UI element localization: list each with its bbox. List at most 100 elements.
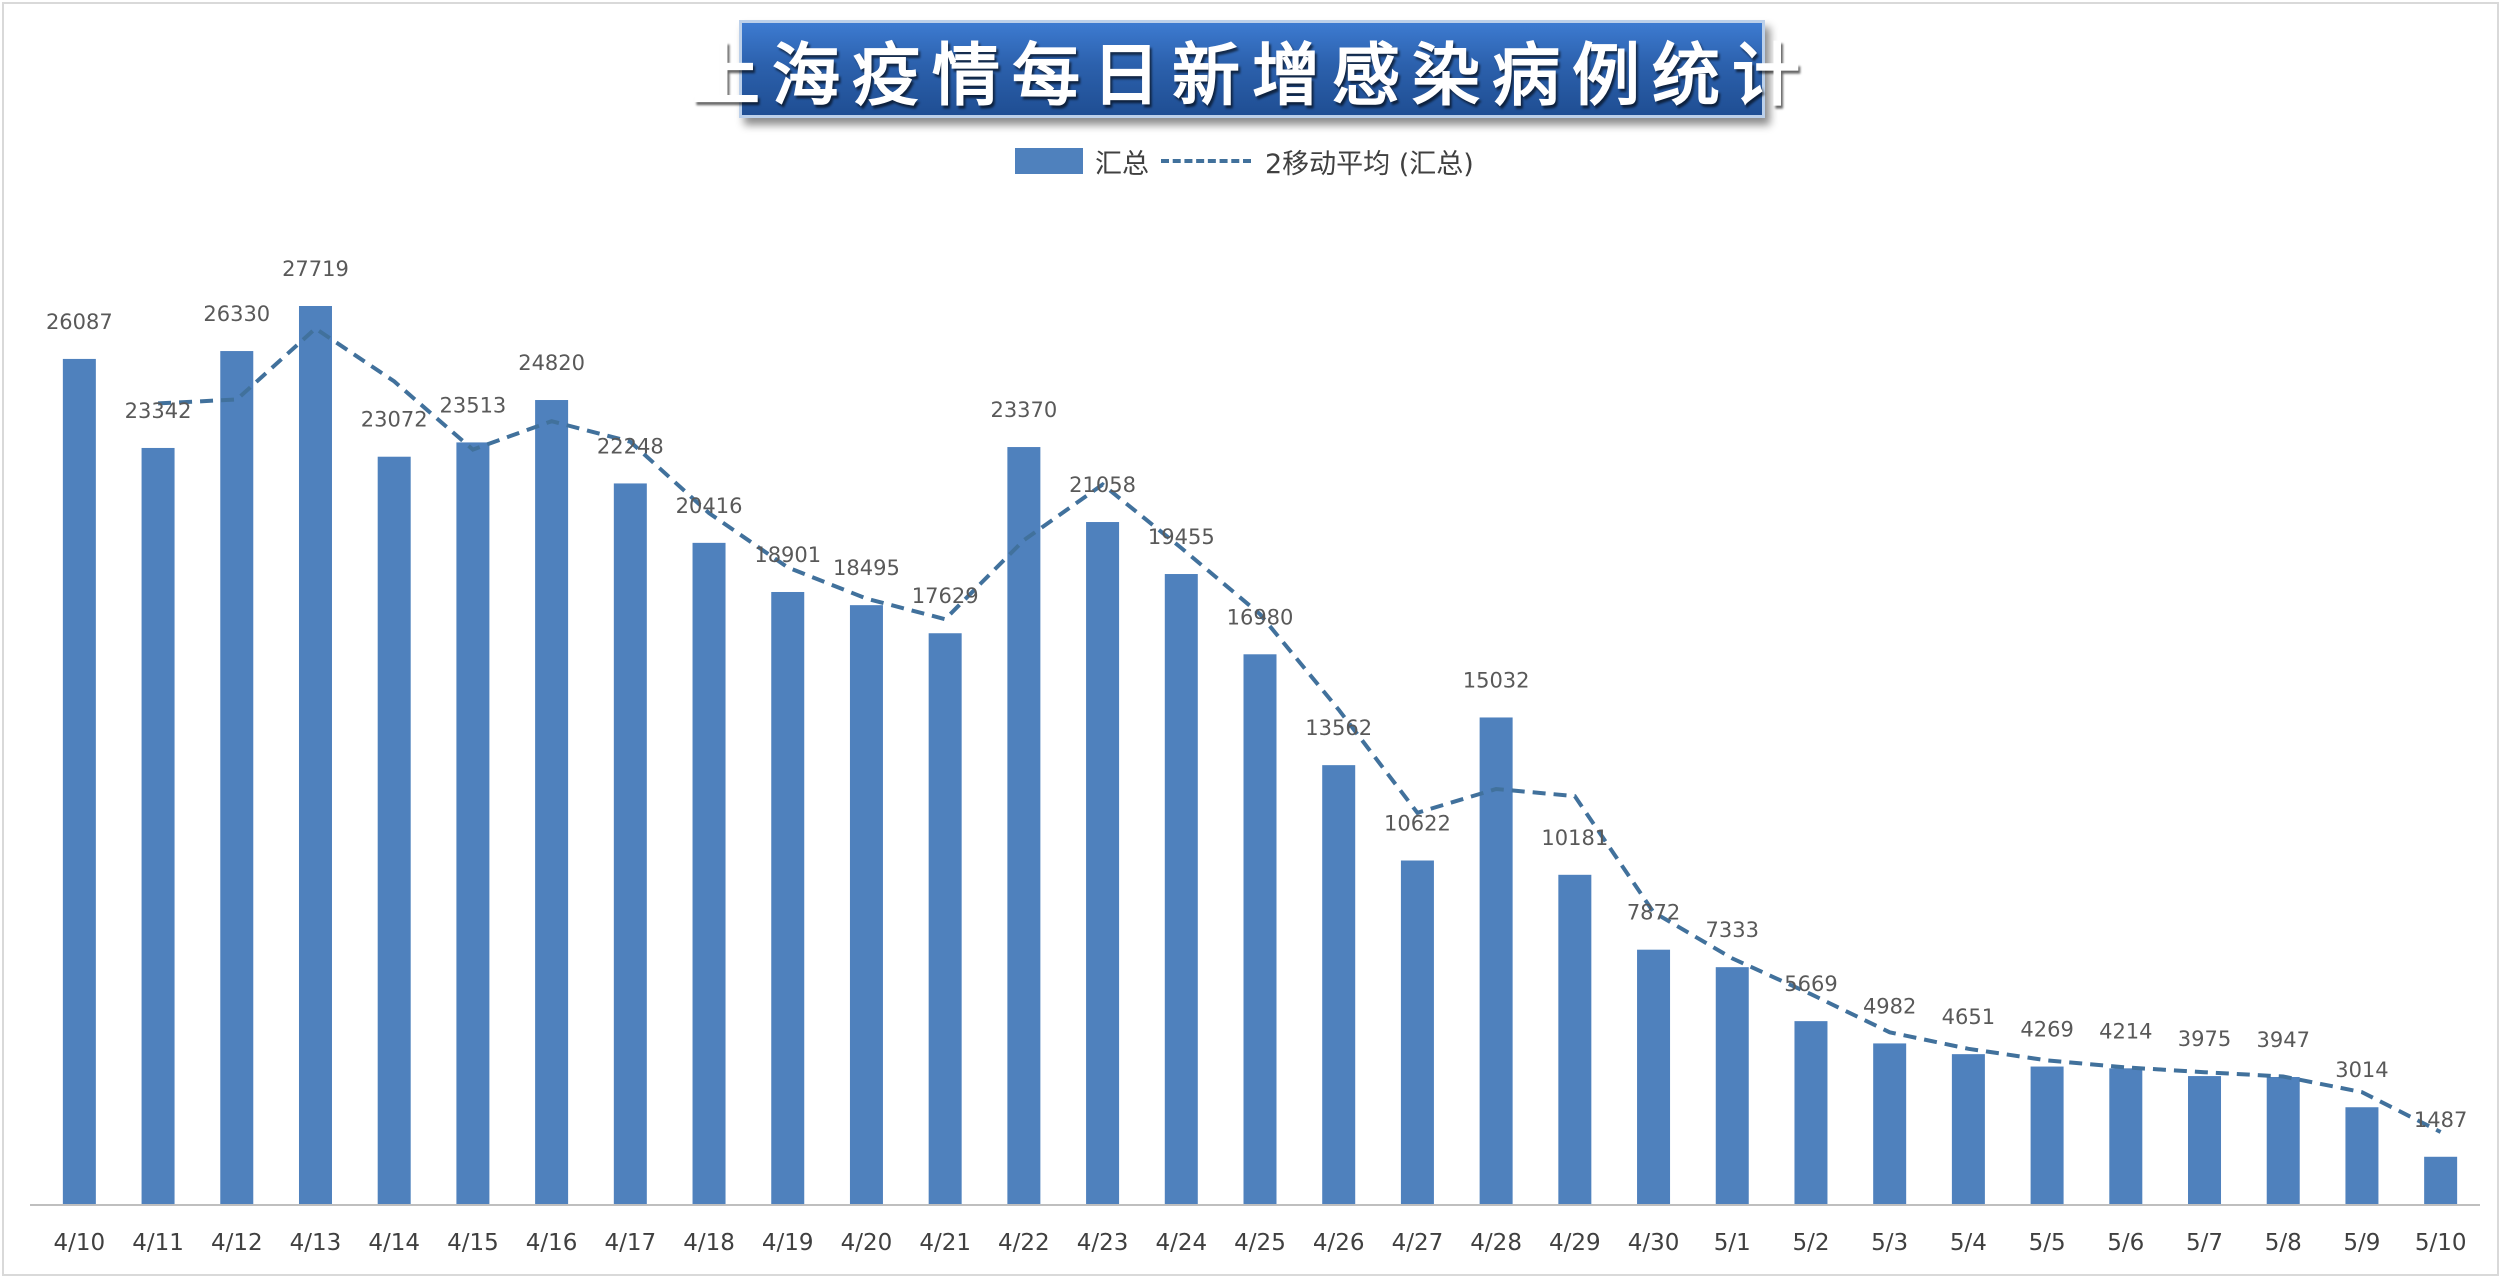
data-label-4/23: 21058 (1069, 473, 1136, 497)
bar-4/26 (1322, 765, 1356, 1205)
data-label-5/9: 3014 (2335, 1058, 2388, 1082)
data-label-4/27: 10622 (1384, 812, 1451, 836)
x-tick-5/5: 5/5 (2029, 1230, 2066, 1256)
x-tick-5/6: 5/6 (2107, 1230, 2144, 1256)
bar-4/22 (1007, 447, 1041, 1205)
data-label-4/20: 18495 (833, 556, 900, 580)
data-label-4/30: 7872 (1627, 901, 1680, 925)
x-tick-4/26: 4/26 (1313, 1230, 1365, 1256)
x-tick-5/2: 5/2 (1792, 1230, 1829, 1256)
bar-5/6 (2109, 1068, 2143, 1205)
x-tick-4/10: 4/10 (54, 1230, 106, 1256)
bar-4/17 (613, 483, 647, 1205)
data-label-5/2: 5669 (1784, 972, 1837, 996)
data-label-4/13: 27719 (282, 257, 349, 281)
bar-5/3 (1873, 1043, 1907, 1205)
bar-5/10 (2424, 1156, 2458, 1205)
x-tick-5/10: 5/10 (2415, 1230, 2467, 1256)
data-label-4/14: 23072 (361, 408, 428, 432)
x-tick-4/11: 4/11 (132, 1230, 184, 1256)
data-label-4/15: 23513 (439, 393, 506, 417)
data-label-4/28: 15032 (1463, 668, 1530, 692)
x-tick-4/22: 4/22 (998, 1230, 1050, 1256)
data-label-5/10: 1487 (2414, 1108, 2467, 1132)
bar-4/14 (377, 456, 411, 1205)
legend-bar-swatch (1015, 148, 1083, 174)
x-tick-4/16: 4/16 (526, 1230, 578, 1256)
x-tick-4/28: 4/28 (1470, 1230, 1522, 1256)
bar-4/27 (1400, 860, 1434, 1205)
bar-4/25 (1243, 654, 1277, 1205)
bar-5/1 (1715, 967, 1749, 1205)
chart-title: 上海疫情每日新增感染病例统计 (692, 35, 1813, 116)
data-label-5/6: 4214 (2099, 1019, 2152, 1043)
x-tick-4/17: 4/17 (604, 1230, 656, 1256)
bar-5/5 (2030, 1066, 2064, 1205)
data-label-4/10: 26087 (46, 310, 113, 334)
data-label-4/26: 13562 (1305, 716, 1372, 740)
x-tick-4/15: 4/15 (447, 1230, 499, 1256)
x-tick-4/14: 4/14 (368, 1230, 420, 1256)
data-label-5/8: 3947 (2256, 1028, 2309, 1052)
bar-4/29 (1558, 874, 1592, 1205)
x-tick-4/27: 4/27 (1392, 1230, 1444, 1256)
data-label-5/4: 4651 (1942, 1005, 1995, 1029)
x-tick-5/1: 5/1 (1714, 1230, 1751, 1256)
bar-4/10 (62, 358, 96, 1205)
bar-4/19 (771, 591, 805, 1205)
x-tick-5/3: 5/3 (1871, 1230, 1908, 1256)
legend-line-swatch (1161, 159, 1251, 163)
bar-4/20 (849, 605, 883, 1205)
x-tick-4/20: 4/20 (841, 1230, 893, 1256)
bar-5/2 (1794, 1021, 1828, 1205)
chart-legend: 汇总 2移动平均 (汇总) (1015, 141, 1474, 181)
data-label-4/22: 23370 (990, 398, 1057, 422)
legend-label-line-series: 2移动平均 (汇总) (1265, 148, 1474, 180)
x-tick-4/29: 4/29 (1549, 1230, 1601, 1256)
data-label-4/21: 17629 (912, 584, 979, 608)
data-label-4/18: 20416 (676, 494, 743, 518)
bar-5/4 (1951, 1054, 1985, 1205)
legend-label-bar-series: 汇总 (1095, 148, 1149, 180)
bar-4/16 (535, 400, 569, 1205)
bar-5/8 (2266, 1076, 2300, 1205)
data-label-5/7: 3975 (2178, 1027, 2231, 1051)
bar-4/13 (298, 306, 332, 1205)
data-label-4/17: 22248 (597, 434, 664, 458)
bar-4/12 (220, 351, 254, 1205)
data-label-4/25: 16980 (1227, 605, 1294, 629)
bar-4/23 (1086, 522, 1120, 1205)
x-tick-5/8: 5/8 (2265, 1230, 2302, 1256)
x-tick-4/24: 4/24 (1155, 1230, 1207, 1256)
bar-4/15 (456, 442, 490, 1205)
x-tick-4/25: 4/25 (1234, 1230, 1286, 1256)
data-label-4/24: 19455 (1148, 525, 1215, 549)
x-tick-4/19: 4/19 (762, 1230, 814, 1256)
x-tick-4/12: 4/12 (211, 1230, 263, 1256)
bar-4/30 (1637, 949, 1671, 1205)
x-tick-4/23: 4/23 (1077, 1230, 1129, 1256)
bar-4/11 (141, 447, 175, 1205)
bar-5/9 (2345, 1107, 2379, 1205)
bar-5/7 (2188, 1076, 2222, 1205)
data-label-4/29: 10181 (1541, 826, 1608, 850)
data-label-5/5: 4269 (2020, 1018, 2073, 1042)
data-label-4/12: 26330 (203, 302, 270, 326)
bar-4/21 (928, 633, 962, 1205)
bar-4/28 (1479, 717, 1513, 1205)
data-label-4/16: 24820 (518, 351, 585, 375)
x-tick-5/7: 5/7 (2186, 1230, 2223, 1256)
data-label-5/1: 7333 (1706, 918, 1759, 942)
x-tick-4/30: 4/30 (1628, 1230, 1680, 1256)
moving-average-line (158, 325, 2442, 1134)
x-tick-5/4: 5/4 (1950, 1230, 1987, 1256)
x-tick-4/13: 4/13 (290, 1230, 342, 1256)
data-label-4/11: 23342 (125, 399, 192, 423)
x-tick-4/21: 4/21 (919, 1230, 971, 1256)
data-label-4/19: 18901 (754, 543, 821, 567)
x-tick-5/9: 5/9 (2343, 1230, 2380, 1256)
chart-title-banner: 上海疫情每日新增感染病例统计 (692, 20, 1800, 118)
x-tick-4/18: 4/18 (683, 1230, 735, 1256)
